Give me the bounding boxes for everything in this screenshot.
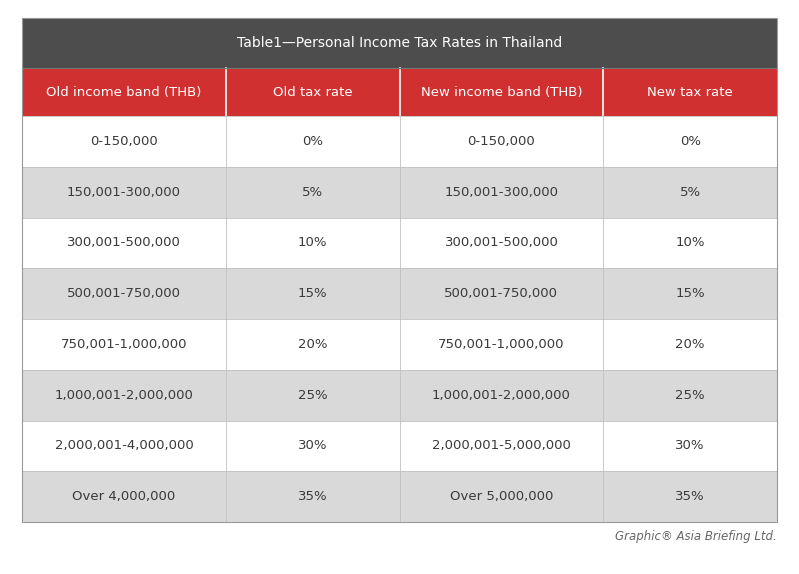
Bar <box>22 268 226 319</box>
Text: 5%: 5% <box>302 185 324 199</box>
Text: 0%: 0% <box>302 135 323 148</box>
Bar <box>603 471 777 522</box>
Text: 1,000,001-2,000,000: 1,000,001-2,000,000 <box>432 389 570 402</box>
Bar <box>226 68 400 116</box>
Bar <box>22 68 226 116</box>
Text: 500,001-750,000: 500,001-750,000 <box>67 287 181 300</box>
Bar <box>400 116 603 167</box>
Text: Old tax rate: Old tax rate <box>273 86 352 99</box>
Bar <box>603 421 777 471</box>
Text: 10%: 10% <box>298 236 328 249</box>
Bar <box>22 116 226 167</box>
Text: 150,001-300,000: 150,001-300,000 <box>67 185 181 199</box>
Bar <box>603 319 777 370</box>
Text: 750,001-1,000,000: 750,001-1,000,000 <box>61 338 187 351</box>
Text: 25%: 25% <box>675 389 705 402</box>
Bar <box>603 268 777 319</box>
Bar <box>226 268 400 319</box>
Bar <box>226 370 400 421</box>
Text: New tax rate: New tax rate <box>647 86 733 99</box>
Text: 10%: 10% <box>675 236 705 249</box>
Bar <box>400 68 603 116</box>
Bar <box>22 18 777 68</box>
Text: 2,000,001-4,000,000: 2,000,001-4,000,000 <box>54 439 193 452</box>
Bar <box>22 370 226 421</box>
Text: 20%: 20% <box>675 338 705 351</box>
Bar <box>226 116 400 167</box>
Bar <box>226 218 400 268</box>
Bar <box>603 370 777 421</box>
Bar <box>226 167 400 218</box>
Bar <box>603 116 777 167</box>
Text: 750,001-1,000,000: 750,001-1,000,000 <box>438 338 565 351</box>
Text: 0-150,000: 0-150,000 <box>467 135 535 148</box>
Text: Over 5,000,000: Over 5,000,000 <box>450 490 553 503</box>
Text: 0%: 0% <box>680 135 701 148</box>
Bar <box>603 68 777 116</box>
Text: New income band (THB): New income band (THB) <box>421 86 582 99</box>
Bar <box>400 370 603 421</box>
Text: 20%: 20% <box>298 338 328 351</box>
Bar <box>400 167 603 218</box>
Text: 5%: 5% <box>680 185 701 199</box>
Bar <box>603 167 777 218</box>
Text: Graphic® Asia Briefing Ltd.: Graphic® Asia Briefing Ltd. <box>615 530 777 543</box>
Text: 300,001-500,000: 300,001-500,000 <box>444 236 559 249</box>
Text: Old income band (THB): Old income band (THB) <box>46 86 201 99</box>
Text: 1,000,001-2,000,000: 1,000,001-2,000,000 <box>54 389 193 402</box>
Text: 35%: 35% <box>675 490 705 503</box>
Bar <box>22 471 226 522</box>
Text: Over 4,000,000: Over 4,000,000 <box>72 490 176 503</box>
Bar <box>22 218 226 268</box>
Bar <box>22 421 226 471</box>
Text: 25%: 25% <box>298 389 328 402</box>
Text: Table1—Personal Income Tax Rates in Thailand: Table1—Personal Income Tax Rates in Thai… <box>237 36 562 50</box>
Text: 300,001-500,000: 300,001-500,000 <box>67 236 181 249</box>
Text: 2,000,001-5,000,000: 2,000,001-5,000,000 <box>432 439 570 452</box>
Text: 0-150,000: 0-150,000 <box>90 135 157 148</box>
Bar <box>400 268 603 319</box>
Text: 15%: 15% <box>675 287 705 300</box>
Text: 150,001-300,000: 150,001-300,000 <box>444 185 559 199</box>
Bar <box>22 319 226 370</box>
Text: 35%: 35% <box>298 490 328 503</box>
Text: 30%: 30% <box>298 439 328 452</box>
Bar <box>400 319 603 370</box>
Bar <box>400 218 603 268</box>
Bar <box>22 167 226 218</box>
Bar <box>226 319 400 370</box>
Bar <box>226 471 400 522</box>
Bar <box>22 18 777 522</box>
Bar <box>400 421 603 471</box>
Bar <box>603 218 777 268</box>
Bar <box>226 421 400 471</box>
Text: 500,001-750,000: 500,001-750,000 <box>444 287 559 300</box>
Text: 30%: 30% <box>675 439 705 452</box>
Text: 15%: 15% <box>298 287 328 300</box>
Bar <box>400 471 603 522</box>
